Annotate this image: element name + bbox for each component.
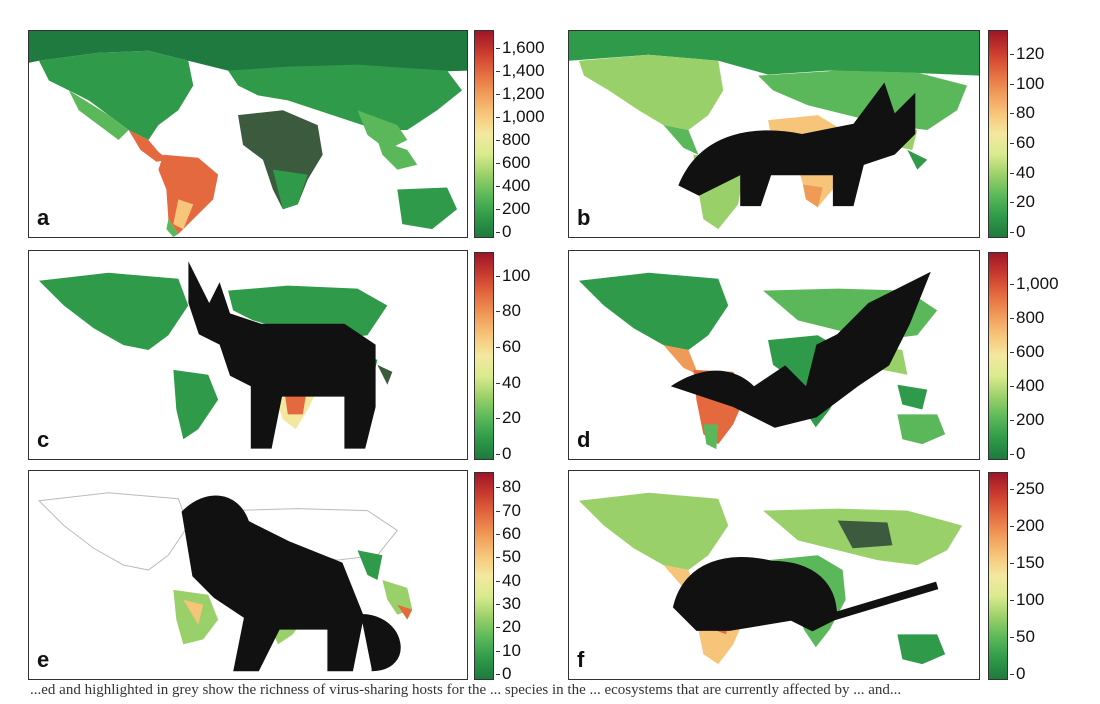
- panel-label-e: e: [37, 647, 50, 672]
- colorbar-tick-label: 1,200: [496, 83, 545, 103]
- colorbar-tick-label: 0: [495, 664, 512, 683]
- colorbar-tick-label: 50: [496, 547, 521, 567]
- colorbar-d: [988, 252, 1008, 460]
- colorbar-tick-label: 600: [1009, 341, 1045, 361]
- colorbar-tick-label: 70: [496, 500, 521, 520]
- colorbar-tick-label: 60: [496, 524, 521, 543]
- colorbar-tick-label: 0: [1009, 222, 1026, 241]
- colorbar-tick-label: 200: [1009, 409, 1045, 429]
- antelope-icon: [188, 261, 376, 449]
- colorbar-ticks-a: 1,600 1,400 1,200 1,000 800 600 400 200 0: [495, 30, 582, 241]
- map-panel-c: c: [28, 250, 468, 460]
- colorbar-tick-label: 20: [1010, 192, 1035, 212]
- colorbar-ticks-b: 120 100 80 60 40 20 0: [1009, 30, 1096, 241]
- colorbar-tick-label: 100: [1009, 73, 1045, 93]
- colorbar-tick-label: 120: [1009, 43, 1045, 63]
- map-panel-f: f: [568, 470, 980, 680]
- world-map-a: [29, 31, 467, 237]
- colorbar-tick-label: 1,000: [496, 106, 545, 126]
- colorbar-a: [474, 30, 494, 238]
- panel-label-a: a: [37, 205, 50, 230]
- colorbar-tick-label: 20: [496, 408, 521, 428]
- colorbar-tick-label: 20: [496, 617, 521, 637]
- monkey-icon: [181, 495, 401, 672]
- colorbar-tick-label: 100: [495, 265, 531, 285]
- colorbar-b: [988, 30, 1008, 238]
- colorbar-f: [988, 472, 1008, 680]
- colorbar-ticks-c: 100 80 60 40 20 0: [495, 252, 582, 463]
- colorbar-tick-label: 40: [496, 570, 521, 590]
- colorbar-ticks-d: 1,000 800 600 400 200 0: [1009, 252, 1096, 463]
- map-panel-d: d: [568, 250, 980, 460]
- colorbar-tick-label: 30: [496, 594, 521, 613]
- rodent-icon: [672, 556, 939, 632]
- colorbar-tick-label: 1,400: [496, 60, 545, 80]
- colorbar-tick-label: 0: [495, 222, 512, 241]
- colorbar-tick-label: 800: [495, 129, 531, 149]
- colorbar-ticks-e: 80 70 60 50 40 30 20 10 0: [495, 472, 582, 683]
- panel-label-c: c: [37, 427, 50, 452]
- colorbar-tick-label: 200: [1009, 516, 1045, 536]
- colorbar-tick-label: 60: [1010, 132, 1035, 152]
- colorbar-tick-label: 800: [1009, 307, 1045, 327]
- colorbar-tick-label: 80: [1010, 103, 1035, 123]
- colorbar-tick-label: 600: [495, 152, 531, 172]
- figure-caption: ...ed and highlighted in grey show the r…: [30, 682, 902, 698]
- map-panel-e: e: [28, 470, 468, 680]
- map-panel-b: b: [568, 30, 980, 238]
- colorbar-ticks-f: 250 200 150 100 50 0: [1009, 472, 1096, 683]
- colorbar-tick-label: 80: [496, 477, 521, 497]
- colorbar-tick-label: 1,600: [496, 37, 545, 57]
- colorbar-tick-label: 40: [1010, 162, 1035, 182]
- colorbar-tick-label: 100: [1009, 590, 1045, 610]
- colorbar-tick-label: 400: [495, 175, 531, 195]
- colorbar-tick-label: 40: [496, 372, 521, 392]
- colorbar-tick-label: 0: [1009, 444, 1026, 463]
- colorbar-tick-label: 400: [1009, 375, 1045, 395]
- colorbar-tick-label: 200: [495, 198, 531, 218]
- colorbar-c: [474, 252, 494, 460]
- colorbar-tick-label: 0: [495, 444, 512, 463]
- map-panel-a: a: [28, 30, 468, 238]
- colorbar-tick-label: 0: [1009, 664, 1026, 683]
- fox-icon: [678, 82, 916, 207]
- panel-label-f: f: [577, 647, 585, 672]
- colorbar-tick-label: 1,000: [1010, 273, 1059, 293]
- colorbar-tick-label: 50: [1010, 627, 1035, 647]
- colorbar-tick-label: 250: [1009, 479, 1045, 499]
- colorbar-tick-label: 80: [496, 301, 521, 321]
- bat-icon: [670, 271, 931, 428]
- colorbar-tick-label: 60: [496, 337, 521, 357]
- colorbar-tick-label: 10: [496, 640, 521, 660]
- colorbar-e: [474, 472, 494, 680]
- panel-label-d: d: [577, 427, 591, 452]
- colorbar-tick-label: 150: [1009, 553, 1045, 573]
- panel-label-b: b: [577, 205, 591, 230]
